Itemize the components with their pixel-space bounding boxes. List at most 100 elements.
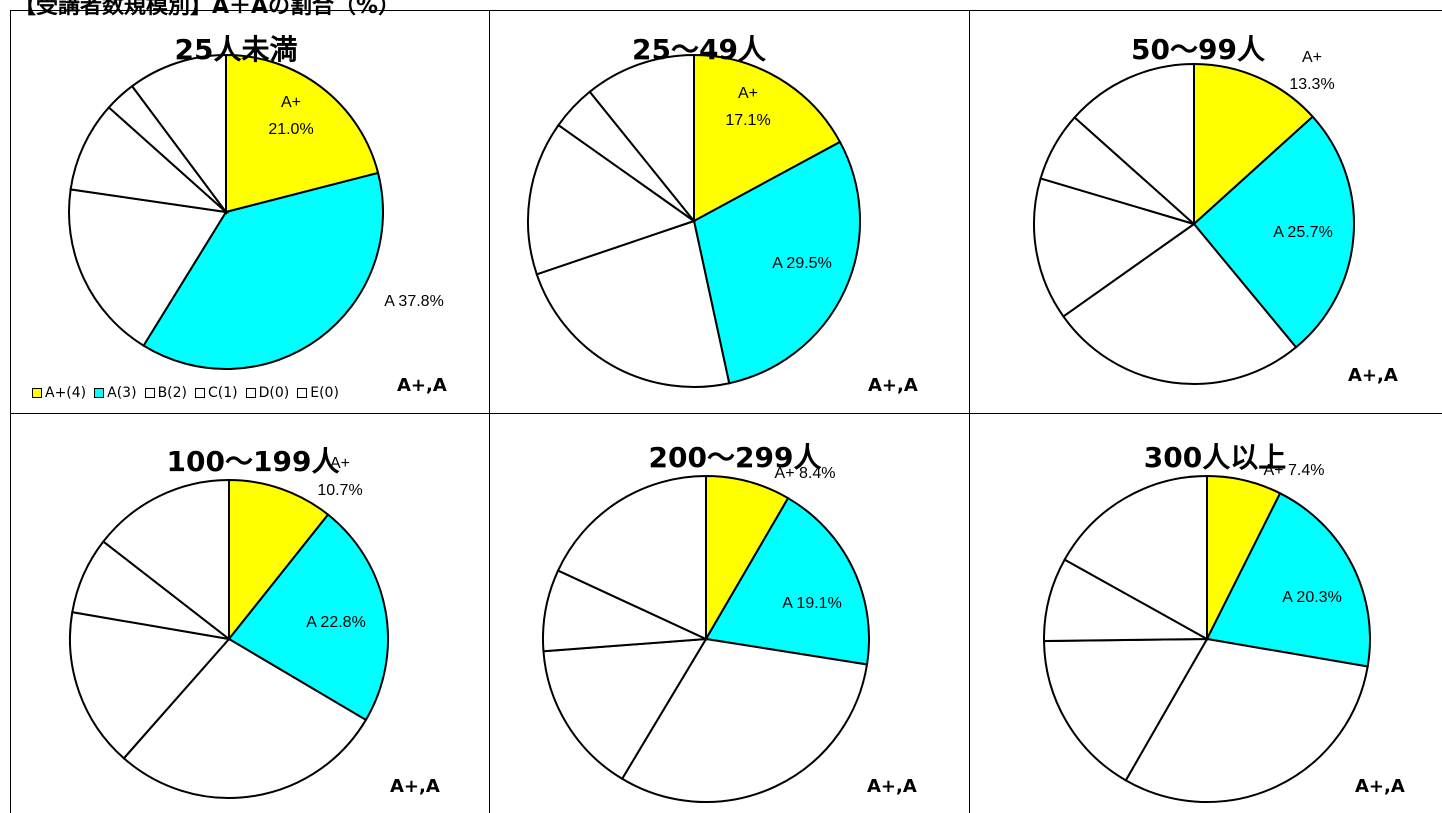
pie-slice-c <box>527 123 697 276</box>
legend-label: E(0) <box>310 385 339 401</box>
slice-label-line: A+ 8.4% <box>775 465 836 482</box>
legend-label: C(1) <box>208 385 238 401</box>
slice-label: A 25.7% <box>1273 224 1333 241</box>
pie-slice-a-plus <box>1193 62 1315 227</box>
pie-chart <box>1033 62 1355 385</box>
slice-label-line: A 22.8% <box>306 614 366 631</box>
legend-label: A(3) <box>107 385 137 401</box>
pie-title: 100～199人 <box>166 445 340 478</box>
pie-slice-a-plus <box>693 53 842 223</box>
pie-slice-c <box>542 637 708 781</box>
pie-title: 200～299人 <box>648 441 822 474</box>
page-title: 【受講者数規模別】A＋Aの割合（%） <box>14 0 401 19</box>
slice-label-line: A 25.7% <box>1273 224 1333 241</box>
pie-slice-b <box>620 637 869 803</box>
legend-swatch <box>245 388 256 398</box>
slice-label-line: 21.0% <box>268 121 313 138</box>
pie-chart <box>527 53 861 388</box>
slice-label-line: A+ <box>738 85 758 102</box>
pie-title: 25～49人 <box>632 33 766 66</box>
slice-label-line: A 20.3% <box>1282 589 1342 606</box>
pie-slice-a <box>692 140 861 385</box>
pie-slice-a-plus <box>705 474 790 643</box>
slice-label-line: A+ <box>1302 49 1322 66</box>
legend-label: A+(4) <box>45 385 87 401</box>
pie-slice-b <box>1061 222 1298 385</box>
pie-slice-a <box>142 171 384 370</box>
slice-label: A 29.5% <box>772 255 832 272</box>
slice-label-line: A 37.8% <box>384 293 444 310</box>
pie-chart <box>69 478 389 800</box>
legend: A+(4) A(3) B(2) C(1) D(0) E(0) <box>32 385 339 401</box>
grid-line <box>10 413 1442 414</box>
slice-label: A 37.8% <box>384 293 444 310</box>
pie-note: A+,A <box>390 776 440 797</box>
legend-item: D(0) <box>245 385 290 401</box>
pie-note: A+,A <box>1348 365 1398 386</box>
slice-label-line: A+ 7.4% <box>1264 462 1325 479</box>
pie-slice-e <box>1073 62 1195 227</box>
pie-slice-c <box>69 611 231 760</box>
legend-swatch <box>195 388 205 398</box>
pie-chart <box>1042 474 1371 803</box>
legend-swatch <box>144 388 155 398</box>
grid-line <box>489 10 490 813</box>
slice-label-line: 13.3% <box>1289 76 1334 93</box>
slice-label: A+ 17.1% <box>725 85 770 129</box>
slice-label: A 19.1% <box>782 595 842 612</box>
pie-slice-b <box>1124 637 1369 803</box>
slice-label-line: A 19.1% <box>782 595 842 612</box>
pie-title: 300人以上 <box>1143 441 1287 474</box>
pie-slice-b <box>68 188 228 347</box>
pie-slice-b <box>535 219 731 388</box>
slice-label: A+ 7.4% <box>1264 462 1325 479</box>
slice-label-line: A+ <box>330 455 350 472</box>
legend-swatch <box>32 388 42 398</box>
pie-slice-e <box>1063 474 1208 641</box>
pie-note: A+,A <box>868 375 918 396</box>
slice-label-line: 17.1% <box>725 112 770 129</box>
legend-swatch <box>297 388 308 398</box>
pie-slice-c <box>1042 637 1209 782</box>
slice-label: A+ 21.0% <box>268 94 313 138</box>
pie-chart <box>542 474 870 803</box>
pie-chart <box>68 53 384 370</box>
legend-item: C(1) <box>195 385 238 401</box>
legend-item: A+(4) <box>32 385 86 401</box>
pie-slice-a-plus <box>225 53 380 214</box>
legend-item: E(0) <box>297 385 339 401</box>
slice-label: A 22.8% <box>306 614 366 631</box>
pie-slice-a <box>704 496 870 666</box>
pie-title: 25人未満 <box>174 33 298 66</box>
grid-line <box>10 10 11 813</box>
pie-slice-c <box>69 106 230 214</box>
pie-slice-b <box>122 637 368 800</box>
slice-label: A 20.3% <box>1282 589 1342 606</box>
legend-swatch <box>94 388 105 398</box>
slice-label: A+ 13.3% <box>1289 49 1334 93</box>
pie-title: 50～99人 <box>1131 33 1265 66</box>
slice-label-line: A+ <box>281 94 301 111</box>
slice-label-line: A 29.5% <box>772 255 832 272</box>
slice-label-line: 10.7% <box>317 482 362 499</box>
legend-item: B(2) <box>144 385 187 401</box>
legend-label: B(2) <box>157 385 187 401</box>
slice-label: A+ 8.4% <box>775 465 836 482</box>
pie-slice-e <box>588 53 695 224</box>
grid-line <box>969 10 970 813</box>
pie-slice-e <box>556 474 707 641</box>
slice-label: A+ 10.7% <box>317 455 362 499</box>
pie-slice-a <box>1205 491 1371 668</box>
pie-note: A+,A <box>1355 776 1405 797</box>
pie-slice-a <box>227 513 389 722</box>
chart-grid <box>10 10 1442 813</box>
grid-line <box>10 10 1442 11</box>
legend-item: A(3) <box>94 385 137 401</box>
pie-note: A+,A <box>867 776 917 797</box>
pie-slice-a <box>1192 115 1355 349</box>
pie-note: A+,A <box>397 375 447 396</box>
legend-label: D(0) <box>258 385 290 401</box>
pie-slice-a-plus <box>228 478 330 642</box>
pie-slice-e <box>101 478 230 642</box>
